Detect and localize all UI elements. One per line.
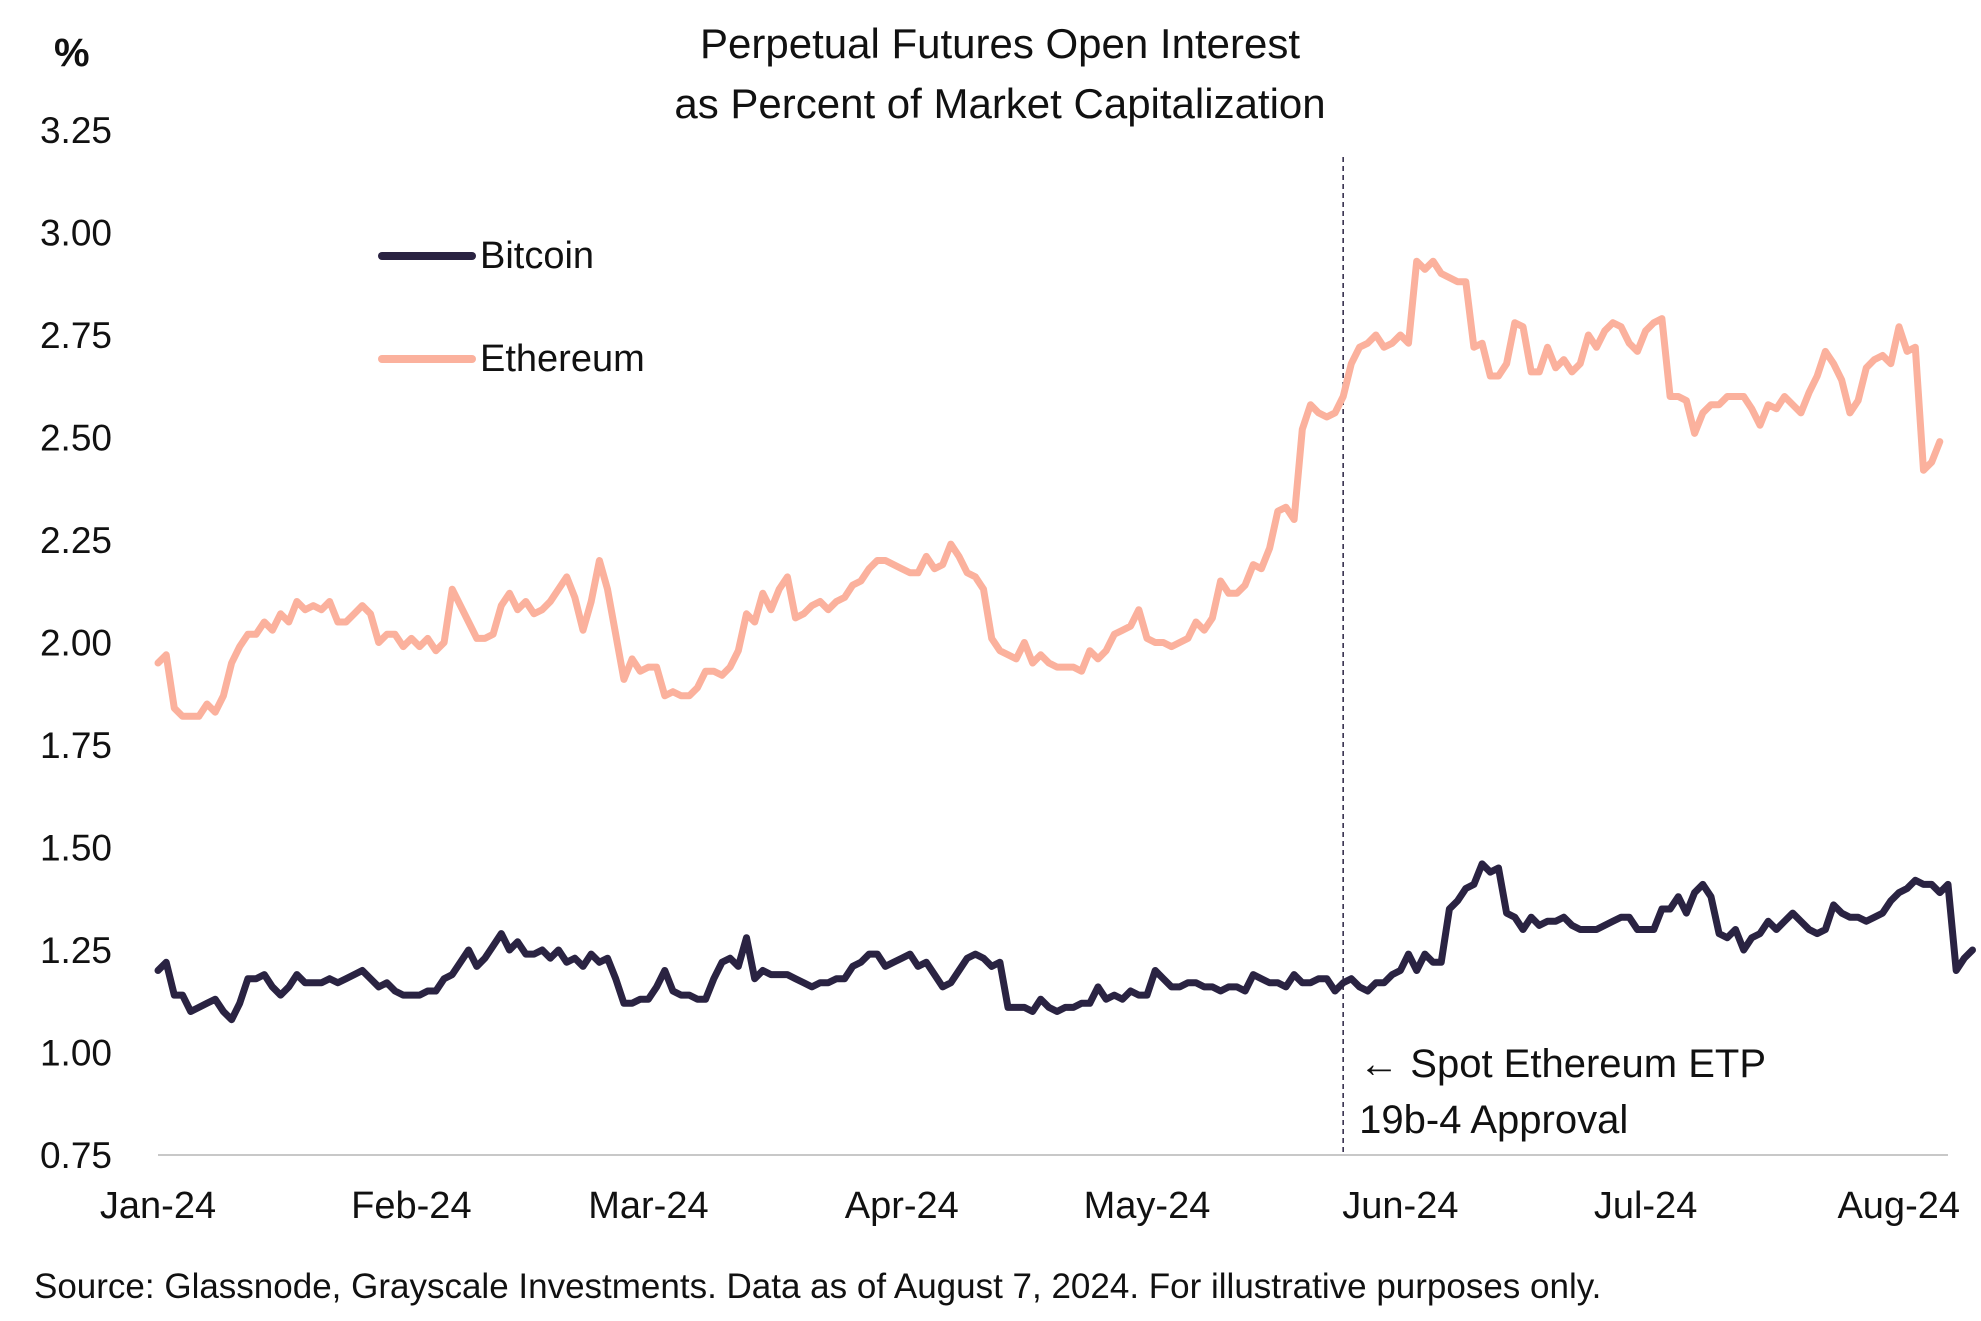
y-tick-label: 1.25 xyxy=(40,930,112,971)
y-tick-label: 2.75 xyxy=(40,315,112,356)
y-tick-label: 3.00 xyxy=(40,213,112,254)
chart-subtitle: as Percent of Market Capitalization xyxy=(674,80,1325,127)
y-axis-unit: % xyxy=(54,31,90,75)
y-tick-label: 2.25 xyxy=(40,520,112,561)
x-tick-label: Jul-24 xyxy=(1594,1185,1698,1227)
series-line-ethereum xyxy=(154,257,1944,720)
x-tick-label: Feb-24 xyxy=(351,1185,471,1227)
y-tick-label: 0.75 xyxy=(40,1135,112,1176)
series-line-bitcoin xyxy=(154,860,1976,1024)
legend-label-ethereum: Ethereum xyxy=(480,338,645,380)
y-tick-label: 2.50 xyxy=(40,418,112,459)
y-tick-label: 3.25 xyxy=(40,110,112,151)
y-tick-label: 1.75 xyxy=(40,725,112,766)
source-note: Source: Glassnode, Grayscale Investments… xyxy=(34,1267,1601,1306)
y-tick-label: 2.00 xyxy=(40,623,112,664)
annotation-line-2: 19b-4 Approval xyxy=(1359,1098,1628,1142)
x-tick-label: Apr-24 xyxy=(845,1185,959,1227)
x-tick-label: Aug-24 xyxy=(1837,1185,1960,1227)
y-tick-label: 1.50 xyxy=(40,828,112,869)
x-tick-label: Jun-24 xyxy=(1342,1185,1458,1227)
x-tick-label: Mar-24 xyxy=(588,1185,708,1227)
chart-title: Perpetual Futures Open Interest xyxy=(700,20,1300,67)
legend-label-bitcoin: Bitcoin xyxy=(480,235,594,277)
x-tick-label: Jan-24 xyxy=(100,1185,216,1227)
annotation-line-1: ← Spot Ethereum ETP xyxy=(1359,1042,1766,1086)
x-tick-label: May-24 xyxy=(1084,1185,1211,1227)
y-tick-label: 1.00 xyxy=(40,1033,112,1074)
legend: Bitcoin Ethereum xyxy=(378,235,645,380)
